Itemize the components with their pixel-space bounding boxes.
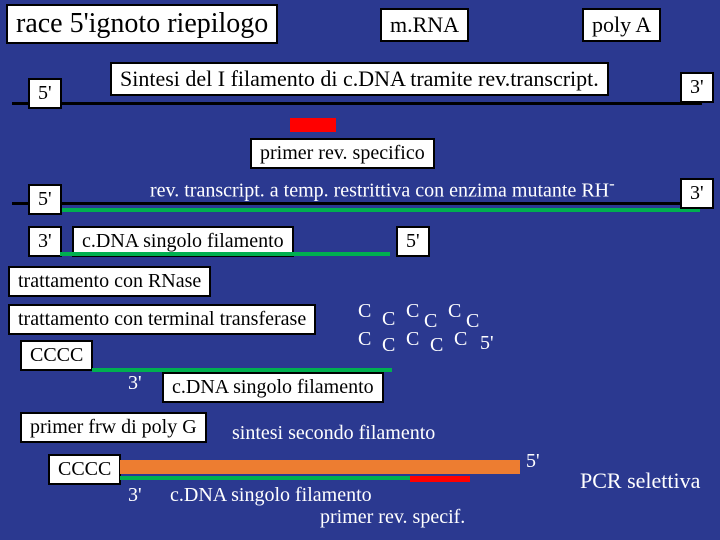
end3-label-4: 3' <box>128 372 142 394</box>
step1-box: Sintesi del I filamento di c.DNA tramite… <box>110 62 609 96</box>
end5-label-arc: 5' <box>480 332 494 354</box>
green-row2 <box>60 208 700 212</box>
end3-row3: 3' <box>28 226 62 257</box>
primer-polyg-text: primer frw di poly G <box>30 416 197 438</box>
pcr-label: PCR selettiva <box>580 468 700 493</box>
end5-row3: 5' <box>396 226 430 257</box>
end5-arc: 5' <box>480 332 494 355</box>
terminal-box: trattamento con terminal transferase <box>8 304 316 335</box>
rnase-box: trattamento con RNase <box>8 266 211 297</box>
end5-label-3: 5' <box>406 230 420 252</box>
end5-row1: 5' <box>28 78 62 109</box>
end3-row2: 3' <box>680 178 714 209</box>
end5-row5: 5' <box>526 450 540 473</box>
rt-temp-sup: - <box>609 174 615 193</box>
sintesi2-text: sintesi secondo filamento <box>232 422 435 445</box>
cccc-box2: CCCC <box>48 454 121 485</box>
end5-label-2: 5' <box>38 188 52 210</box>
c-letter: C <box>358 328 371 351</box>
end3-row1: 3' <box>680 72 714 103</box>
end3-row4: 3' <box>128 372 142 395</box>
cccc-text2: CCCC <box>58 458 111 480</box>
c-letter: C <box>454 328 467 351</box>
primer-rev-spec-label: primer rev. specif. <box>320 506 465 528</box>
orange-bar <box>120 460 520 474</box>
title-box: race 5'ignoto riepilogo <box>6 4 278 44</box>
c-letter: C <box>406 328 419 351</box>
step1-text: Sintesi del I filamento di c.DNA tramite… <box>120 66 599 91</box>
c-letter: C <box>406 300 419 323</box>
mrna-text: m.RNA <box>390 12 459 37</box>
sintesi2-label: sintesi secondo filamento <box>232 422 435 444</box>
c-letter: C <box>430 334 443 357</box>
terminal-text: trattamento con terminal transferase <box>18 308 306 330</box>
end5-row2: 5' <box>28 184 62 215</box>
c-letter: C <box>466 310 479 333</box>
primer-polyg-box: primer frw di poly G <box>20 412 207 443</box>
green-row5 <box>120 476 410 480</box>
red-primer-row5 <box>410 476 470 482</box>
primer-spec-text: primer rev. specifico <box>260 142 425 164</box>
end3-label: 3' <box>690 76 704 98</box>
pcr-text: PCR selettiva <box>580 468 700 494</box>
end3-row6: 3' <box>128 484 142 507</box>
rt-temp-text: rev. transcript. a temp. restrittiva con… <box>150 174 615 203</box>
cdna-single-text2: c.DNA singolo filamento <box>172 376 374 398</box>
end3-label-6: 3' <box>128 484 142 506</box>
cdna-single-box2: c.DNA singolo filamento <box>162 372 384 403</box>
end3-label-2: 3' <box>690 182 704 204</box>
c-letter: C <box>382 334 395 357</box>
polya-text: poly A <box>592 12 651 37</box>
green-row3 <box>60 252 390 256</box>
c-letter: C <box>448 300 461 323</box>
polya-box: poly A <box>582 8 661 42</box>
end3-label-3: 3' <box>38 230 52 252</box>
c-letter: C <box>382 308 395 331</box>
end5-label: 5' <box>38 82 52 104</box>
primer-rev-spec: primer rev. specif. <box>320 506 465 529</box>
cdna-single-label3: c.DNA singolo filamento <box>170 484 372 506</box>
rt-temp-label: rev. transcript. a temp. restrittiva con… <box>150 180 609 202</box>
cccc-text1: CCCC <box>30 344 83 366</box>
primer-spec-box: primer rev. specifico <box>250 138 435 169</box>
c-letter: C <box>358 300 371 323</box>
c-letter: C <box>424 310 437 333</box>
cccc-box1: CCCC <box>20 340 93 371</box>
red-primer-small <box>290 118 336 132</box>
end5-label-5: 5' <box>526 450 540 472</box>
rnase-text: trattamento con RNase <box>18 270 201 292</box>
title-text: race 5'ignoto riepilogo <box>16 8 268 39</box>
cdna-single-text1: c.DNA singolo filamento <box>82 230 284 252</box>
line-row1 <box>12 102 702 105</box>
mrna-box: m.RNA <box>380 8 469 42</box>
cdna-single-text3: c.DNA singolo filamento <box>170 484 372 507</box>
